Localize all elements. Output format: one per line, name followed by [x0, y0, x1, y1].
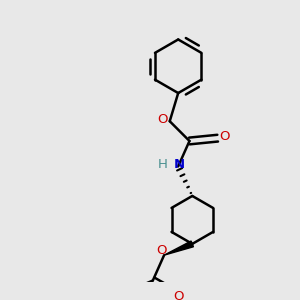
Text: O: O [220, 130, 230, 143]
Text: H: H [158, 158, 168, 171]
Text: O: O [157, 244, 167, 256]
Text: O: O [158, 113, 168, 126]
Polygon shape [164, 241, 194, 255]
Text: N: N [174, 158, 185, 171]
Text: O: O [173, 290, 184, 300]
